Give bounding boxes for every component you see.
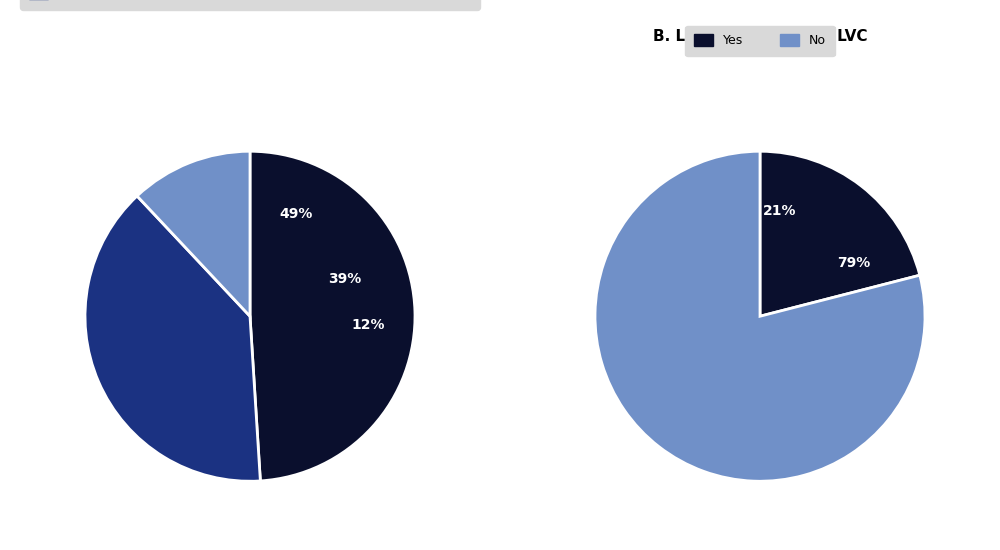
Legend: Principle of social function of property only, Both principle of unearned income: Principle of social function of property… [20,0,480,9]
Text: 79%: 79% [837,256,870,271]
Text: 39%: 39% [329,272,362,286]
Wedge shape [250,151,415,481]
Text: 21%: 21% [763,204,796,218]
Text: 12%: 12% [352,317,385,332]
Title: B. Legal definition of LVC: B. Legal definition of LVC [653,29,867,43]
Wedge shape [760,151,920,316]
Text: 49%: 49% [280,207,313,221]
Legend: Yes, No: Yes, No [685,25,835,56]
Wedge shape [85,196,260,481]
Wedge shape [137,151,250,316]
Wedge shape [595,151,925,481]
